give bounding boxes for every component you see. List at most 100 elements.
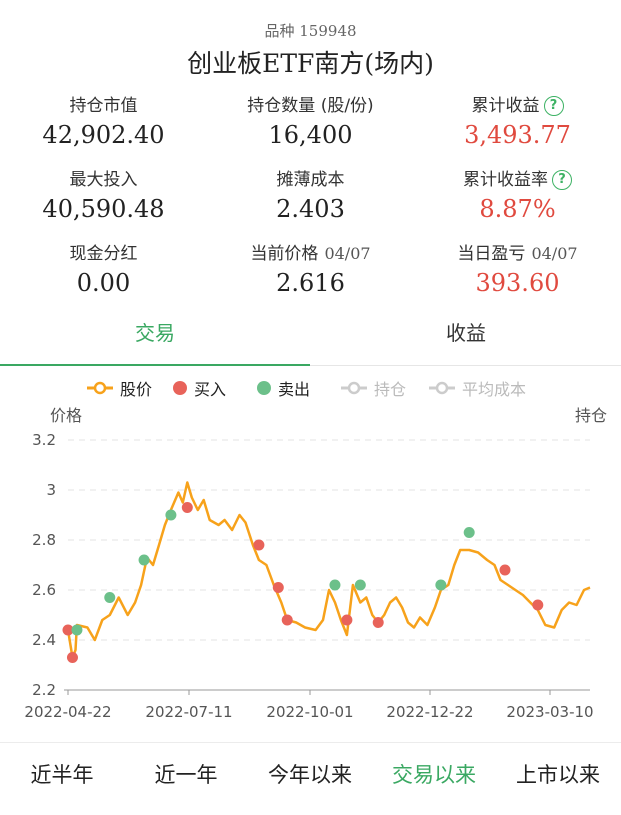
stat-holding-value: 持仓市值 42,902.40 xyxy=(0,94,207,150)
stat-label: 累计收益率? xyxy=(414,168,621,192)
tab-bar: 交易 收益 xyxy=(0,310,621,366)
stat-max-invest: 最大投入 40,590.48 xyxy=(0,168,207,224)
legend-label: 持仓 xyxy=(374,380,407,399)
help-icon[interactable]: ? xyxy=(543,96,564,116)
fund-code-line: 品种 159948 xyxy=(0,20,621,41)
stat-label-text: 持仓市值 xyxy=(69,96,138,116)
stat-value: 2.616 xyxy=(276,269,345,297)
stat-label: 当前价格 04/07 xyxy=(207,242,414,266)
stat-label-text: 累计收益率 xyxy=(463,170,548,190)
x-tick-label: 2022-04-22 xyxy=(24,703,111,721)
x-tick-label: 2022-07-11 xyxy=(145,703,232,721)
x-tick-label: 2023-03-10 xyxy=(506,703,593,721)
y-tick-label: 2.6 xyxy=(32,581,56,599)
buy-point xyxy=(499,564,511,576)
buy-point xyxy=(281,614,293,626)
tab-divider xyxy=(0,365,621,366)
range-ytd[interactable]: 今年以来 xyxy=(268,763,352,787)
fund-name-title: 创业板ETF南方(场内) xyxy=(187,49,434,78)
legend-buy[interactable]: 买入 xyxy=(172,376,226,400)
y-tick-label: 2.8 xyxy=(32,531,56,549)
legend-label: 股价 xyxy=(120,380,153,399)
legend-dot-marker-icon xyxy=(257,381,271,395)
help-icon[interactable]: ? xyxy=(552,170,572,190)
stat-holding-qty: 持仓数量 (股/份) 16,400 xyxy=(207,94,414,150)
buy-point xyxy=(62,624,74,636)
chart-legend: 股价 买入 卖出 持仓 平均成本 xyxy=(0,376,621,400)
stat-daily-pnl: 当日盈亏 04/07 393.60 xyxy=(414,242,621,298)
stat-label: 持仓市值 xyxy=(0,94,207,118)
stat-label-text: 持仓数量 (股/份) xyxy=(247,96,374,116)
stat-label-text: 累计收益 xyxy=(471,96,540,116)
price-chart-svg: 价格 持仓 3.2 3 2.8 2.6 2.4 2.2 2022-04-22 2022-07-11… xyxy=(24,406,607,721)
stat-total-return-rate: 累计收益率? 8.87% xyxy=(414,168,621,224)
legend-holding[interactable]: 持仓 xyxy=(340,376,406,400)
range-since-listing[interactable]: 上市以来 xyxy=(516,763,600,787)
sell-point xyxy=(329,579,341,591)
stat-value: 393.60 xyxy=(475,269,560,297)
legend-price[interactable]: 股价 xyxy=(86,376,152,400)
stat-total-profit: 累计收益? 3,493.77 xyxy=(414,94,621,150)
range-selector: 近半年 近一年 今年以来 交易以来 上市以来 xyxy=(0,742,621,815)
price-line xyxy=(66,481,591,659)
stat-value: 2.403 xyxy=(276,195,345,223)
tab-trade[interactable]: 交易 xyxy=(135,321,175,345)
stat-cash-dividend: 现金分红 0.00 xyxy=(0,242,207,298)
fund-code: 159948 xyxy=(299,22,357,40)
stat-label-text: 现金分红 xyxy=(69,244,138,264)
y-tick-label: 2.4 xyxy=(32,631,56,649)
stat-label: 最大投入 xyxy=(0,168,207,192)
legend-line-marker-icon xyxy=(341,381,367,395)
y-axis-title: 价格 xyxy=(50,406,82,425)
y2-axis-title: 持仓 xyxy=(575,406,607,425)
range-since-trade[interactable]: 交易以来 xyxy=(392,763,476,787)
sell-point xyxy=(138,554,150,566)
sell-point xyxy=(354,579,366,591)
stat-value: 8.87% xyxy=(479,195,556,223)
legend-line-marker-icon xyxy=(429,381,455,395)
buy-point xyxy=(181,502,193,513)
sell-point xyxy=(71,624,83,636)
y-tick-label: 3.2 xyxy=(32,431,56,449)
stat-value: 3,493.77 xyxy=(464,121,571,149)
legend-label: 平均成本 xyxy=(462,380,527,399)
buy-point xyxy=(341,614,353,626)
buy-point xyxy=(532,599,544,611)
stat-label: 当日盈亏 04/07 xyxy=(414,242,621,266)
x-tick-label: 2022-12-22 xyxy=(386,703,473,721)
stat-label-text: 摊薄成本 xyxy=(276,170,345,190)
buy-point xyxy=(272,582,284,593)
legend-sell[interactable]: 卖出 xyxy=(256,376,310,400)
y-tick-label: 3 xyxy=(46,481,56,499)
legend-label: 卖出 xyxy=(278,380,311,399)
stat-date: 04/07 xyxy=(531,244,578,263)
stat-value: 42,902.40 xyxy=(42,121,165,149)
buy-point xyxy=(253,539,265,551)
x-tick-label: 2022-10-01 xyxy=(266,703,353,721)
stat-diluted-cost: 摊薄成本 2.403 xyxy=(207,168,414,224)
range-half-year[interactable]: 近半年 xyxy=(30,763,94,787)
fund-code-label: 品种 xyxy=(264,22,295,40)
stat-label: 累计收益? xyxy=(414,94,621,118)
sell-point xyxy=(165,509,177,521)
stat-label: 摊薄成本 xyxy=(207,168,414,192)
y-tick-label: 2.2 xyxy=(32,681,56,699)
stat-value: 40,590.48 xyxy=(42,195,165,223)
legend-label: 买入 xyxy=(194,380,227,399)
price-chart: 价格 持仓 3.2 3 2.8 2.6 2.4 2.2 2022-04-22 2022-07-11… xyxy=(0,400,621,730)
stat-value: 0.00 xyxy=(76,269,131,297)
buy-point xyxy=(372,617,384,628)
legend-dot-marker-icon xyxy=(173,381,187,395)
legend-line-marker-icon xyxy=(87,381,113,395)
tab-active-indicator xyxy=(0,364,310,366)
range-one-year[interactable]: 近一年 xyxy=(154,763,218,787)
stat-value: 16,400 xyxy=(268,121,353,149)
sell-point xyxy=(435,579,447,591)
stat-label-text: 当日盈亏 xyxy=(457,244,526,264)
stat-label: 持仓数量 (股/份) xyxy=(207,94,414,118)
sell-point xyxy=(463,527,475,538)
stat-label-text: 当前价格 xyxy=(250,244,319,264)
legend-avg-cost[interactable]: 平均成本 xyxy=(428,376,526,400)
tab-profit[interactable]: 收益 xyxy=(446,321,486,345)
stat-label-text: 最大投入 xyxy=(69,170,138,190)
